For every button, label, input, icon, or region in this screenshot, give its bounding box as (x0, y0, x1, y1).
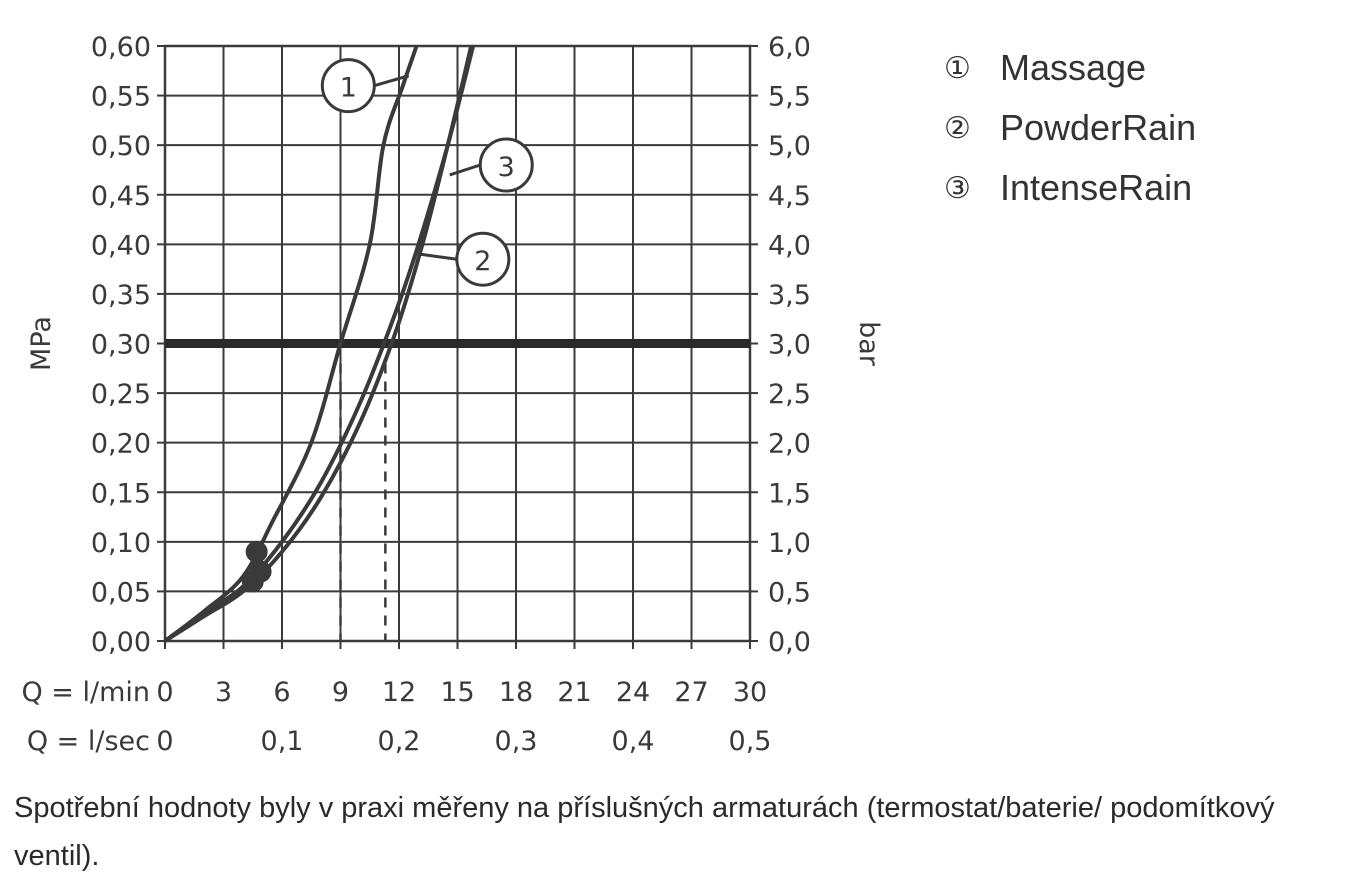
x-tick-label-lsec: 0,1 (261, 726, 304, 757)
series-callout-leader (373, 74, 410, 88)
x-tick-label-lmin: 0 (156, 677, 173, 708)
y-tick-label-left: 0,45 (91, 181, 151, 212)
y-tick-label-left: 0,60 (91, 32, 151, 63)
y-tick-label-left: 0,00 (91, 627, 151, 658)
legend-number: ① (944, 50, 971, 86)
y-tick-label-right: 5,0 (768, 131, 811, 162)
y-axis-label-left: MPa (26, 316, 57, 371)
x-tick-label-lmin: 18 (499, 677, 533, 708)
legend-item-intenserain: ③ IntenseRain (944, 158, 1196, 218)
legend-label: PowderRain (1000, 107, 1197, 148)
series-callout-number: 1 (340, 73, 357, 104)
legend-item-massage: ① Massage (944, 38, 1196, 98)
series-callout-number: 2 (474, 246, 491, 277)
y-tick-label-right: 1,0 (768, 528, 811, 559)
y-tick-label-right: 2,5 (768, 379, 811, 410)
x-tick-label-lmin: 30 (733, 677, 767, 708)
x-tick-label-lmin: 9 (332, 677, 349, 708)
y-tick-label-right: 5,5 (768, 82, 811, 113)
y-tick-label-right: 4,0 (768, 230, 811, 261)
series-start-marker-massage (245, 540, 268, 563)
y-tick-label-right: 3,0 (768, 330, 811, 361)
series-callout-leader (449, 163, 481, 177)
y-tick-label-right: 1,5 (768, 478, 811, 509)
y-tick-label-right: 3,5 (768, 280, 811, 311)
y-axis-label-right: bar (853, 321, 884, 367)
legend-item-powderrain: ② PowderRain (944, 98, 1196, 158)
y-tick-label-right: 0,0 (768, 627, 811, 658)
x-tick-label-lmin: 27 (674, 677, 708, 708)
legend: ① Massage ② PowderRain ③ IntenseRain (944, 38, 1196, 218)
legend-label: Massage (1000, 47, 1147, 88)
x-tick-label-lmin: 3 (215, 677, 232, 708)
y-tick-label-left: 0,30 (91, 330, 151, 361)
y-tick-label-left: 0,35 (91, 280, 151, 311)
y-tick-label-right: 4,5 (768, 181, 811, 212)
x-tick-label-lsec: 0 (156, 726, 173, 757)
series-callout-leader (420, 252, 458, 261)
x-tick-label-lmin: 6 (273, 677, 290, 708)
x-tick-label-lmin: 21 (557, 677, 591, 708)
x-tick-label-lmin: 24 (616, 677, 650, 708)
series-callout-circle (478, 137, 534, 193)
series-line-massage (163, 45, 419, 643)
y-tick-label-left: 0,05 (91, 577, 151, 608)
y-tick-label-left: 0,20 (91, 429, 151, 460)
y-tick-label-left: 0,25 (91, 379, 151, 410)
y-tick-label-right: 2,0 (768, 429, 811, 460)
footnote: Spotřební hodnoty byly v praxi měřeny na… (14, 792, 1275, 872)
x-tick-label-lmin: 12 (382, 677, 416, 708)
y-tick-label-left: 0,10 (91, 528, 151, 559)
legend-label: IntenseRain (1000, 167, 1193, 208)
x-axis-label-lsec: Q = l/sec (27, 726, 150, 757)
x-tick-label-lsec: 0,2 (378, 726, 421, 757)
y-tick-label-left: 0,50 (91, 131, 151, 162)
y-tick-label-left: 0,15 (91, 478, 151, 509)
series-callout-number: 3 (498, 152, 515, 183)
flow-pressure-chart: 0,00 0,00,05 0,50,10 1,00,15 1,50,20 2,00,25 2… (21, 32, 884, 757)
x-tick-label-lsec: 0,4 (612, 726, 655, 757)
legend-number: ② (944, 110, 971, 146)
series-line-intenserain (163, 45, 474, 643)
series-callout-circle (320, 58, 376, 114)
x-tick-label-lsec: 0,5 (729, 726, 772, 757)
x-tick-label-lmin: 15 (440, 677, 474, 708)
x-tick-label-lsec: 0,3 (495, 726, 538, 757)
y-tick-label-right: 6,0 (768, 32, 811, 63)
series-start-marker-intenserain (241, 570, 264, 593)
legend-number: ③ (944, 170, 971, 206)
y-tick-label-right: 0,5 (768, 577, 811, 608)
x-axis-label-lmin: Q = l/min (21, 677, 150, 708)
y-tick-label-left: 0,40 (91, 230, 151, 261)
series-callout-circle (455, 231, 511, 287)
y-tick-label-left: 0,55 (91, 82, 151, 113)
